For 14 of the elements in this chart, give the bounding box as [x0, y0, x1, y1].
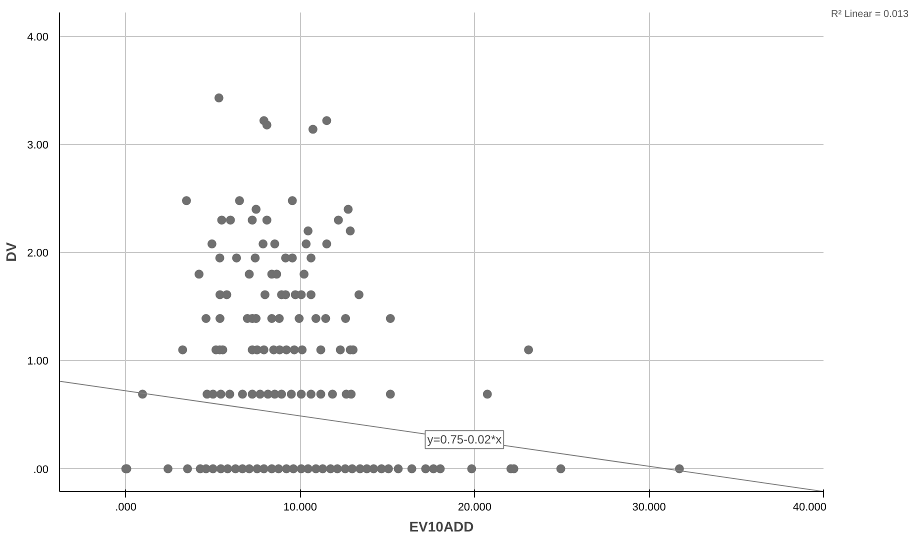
y-tick-label: 4.00	[27, 31, 49, 44]
y-tick-label: 3.00	[27, 139, 49, 152]
y-tick-label: 2.00	[27, 248, 49, 260]
x-tick-label: 30.000	[632, 502, 666, 514]
x-tick-label: 20.000	[458, 502, 492, 514]
x-axis-title: EV10ADD	[409, 518, 474, 534]
text: R² Linear = 0.013	[831, 8, 909, 22]
x-tick-label: 10.000	[283, 502, 318, 514]
x-tick-label: .000	[115, 502, 136, 514]
x-tick-label: 40.000	[792, 502, 827, 514]
y-axis-title: DV	[3, 242, 20, 262]
series-label: y=0.75-0.02*x	[427, 432, 502, 447]
y-tick-label: .00	[33, 464, 49, 476]
y-tick-label: 1.00	[27, 356, 49, 368]
